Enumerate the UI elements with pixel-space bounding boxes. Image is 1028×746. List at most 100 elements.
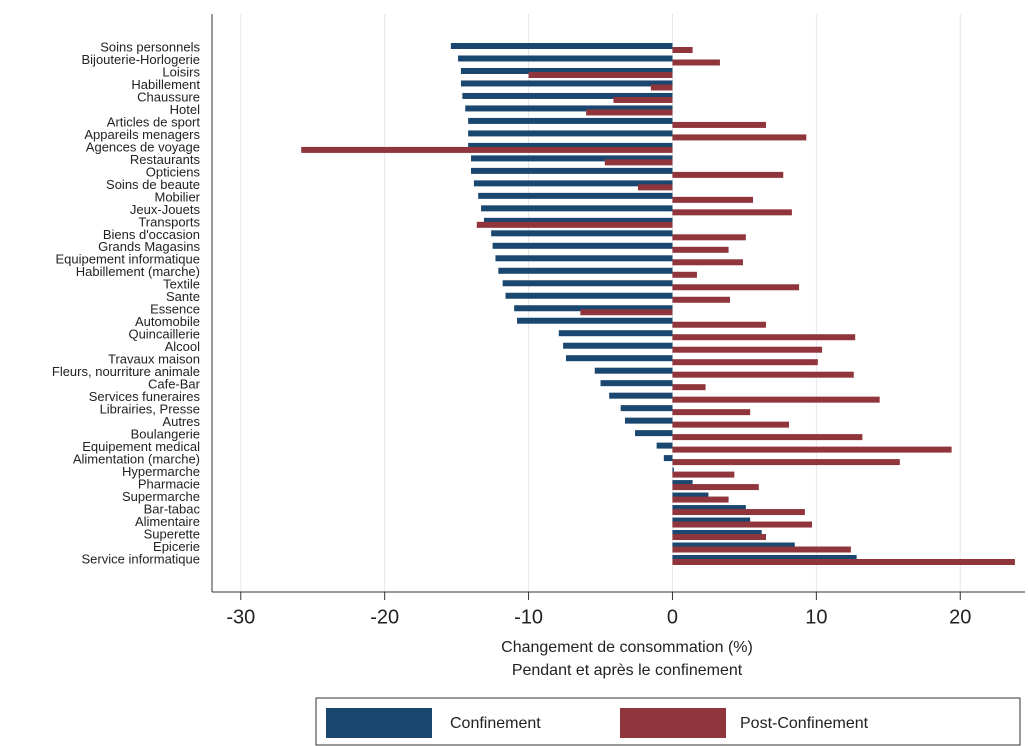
bar: [450, 43, 673, 49]
bar: [672, 492, 709, 499]
bar: [609, 392, 673, 399]
bar: [580, 309, 673, 316]
y-tick-label: Soins personnels: [100, 39, 200, 54]
y-tick-label: Epicerie: [153, 539, 200, 554]
y-tick-label: Cafe-Bar: [148, 377, 201, 392]
y-tick-label: Appareils menagers: [84, 127, 200, 142]
y-tick-label: Librairies, Presse: [100, 402, 200, 417]
bar: [481, 205, 673, 212]
y-tick-label: Textile: [163, 277, 200, 292]
bar: [672, 530, 762, 537]
y-tick-label: Alcool: [165, 339, 201, 354]
bar: [672, 121, 766, 128]
y-tick-label: Service informatique: [82, 551, 201, 566]
bar: [465, 105, 673, 112]
x-tick-label: 20: [949, 606, 971, 628]
bar: [594, 367, 673, 374]
y-tick-label: Supermarche: [122, 489, 200, 504]
y-tick-label: Pharmacie: [138, 477, 200, 492]
legend-swatch: [620, 708, 726, 738]
bar: [672, 396, 880, 403]
y-tick-label: Quincaillerie: [128, 327, 200, 342]
bar: [495, 255, 673, 262]
bar: [672, 246, 729, 253]
y-tick-label: Soins de beaute: [106, 177, 200, 192]
bar: [672, 384, 706, 391]
bar: [517, 317, 673, 324]
bar: [483, 217, 673, 224]
y-tick-label: Alimentaire: [135, 514, 200, 529]
bar: [528, 71, 673, 78]
y-tick-label: Restaurants: [130, 152, 201, 167]
bar: [672, 321, 766, 328]
bar: [672, 259, 743, 266]
x-tick-label: 10: [805, 606, 827, 628]
y-tick-label: Fleurs, nourriture animale: [52, 364, 200, 379]
x-tick-label: -20: [370, 606, 399, 628]
y-tick-label: Bar-tabac: [144, 501, 201, 516]
bar: [672, 517, 751, 524]
bar: [672, 459, 900, 466]
bar: [468, 142, 673, 149]
bar: [462, 92, 673, 99]
y-tick-label: Grands Magasins: [98, 239, 200, 254]
y-tick-label: Habillement (marche): [76, 264, 200, 279]
bar: [672, 371, 854, 378]
bar: [672, 334, 856, 341]
bar: [672, 171, 784, 178]
bar: [491, 230, 673, 237]
bar: [468, 130, 673, 137]
bar: [672, 284, 800, 291]
bar: [471, 155, 673, 162]
bar: [672, 484, 759, 491]
bar: [672, 555, 857, 561]
y-tick-label: Biens d'occasion: [103, 227, 200, 242]
bar: [672, 234, 746, 241]
bar: [502, 280, 673, 287]
bar: [460, 80, 673, 87]
bar: [672, 446, 952, 453]
bar: [672, 434, 863, 441]
bar: [672, 409, 751, 416]
bar: [656, 442, 673, 449]
x-tick-label: -30: [226, 606, 255, 628]
x-tick-label: -10: [514, 606, 543, 628]
legend-box: [315, 697, 1021, 746]
x-axis-subtitle: Pendant et après le confinement: [512, 662, 743, 679]
y-tick-label: Alimentation (marche): [73, 452, 200, 467]
bar: [663, 455, 673, 462]
y-tick-label: Travaux maison: [108, 352, 200, 367]
bar: [672, 359, 818, 366]
bar: [620, 405, 673, 412]
bar: [672, 546, 851, 553]
bar: [672, 296, 731, 303]
y-tick-label: Opticiens: [146, 164, 201, 179]
bar: [301, 146, 673, 153]
bar: [672, 467, 674, 474]
bar: [600, 380, 673, 387]
y-tick-label: Superette: [144, 526, 200, 541]
bar: [672, 480, 693, 487]
bar: [650, 84, 673, 91]
y-tick-label: Boulangerie: [131, 427, 200, 442]
bar: [672, 421, 790, 428]
y-tick-label: Chaussure: [137, 89, 200, 104]
bar: [558, 330, 673, 337]
bar: [458, 55, 673, 62]
bar: [672, 196, 754, 203]
legend-swatch: [326, 708, 432, 738]
y-tick-label: Mobilier: [154, 189, 200, 204]
bar: [468, 117, 673, 124]
bar: [672, 559, 1015, 565]
bar: [672, 471, 735, 478]
bar: [672, 534, 766, 541]
bar: [471, 167, 673, 174]
bar: [505, 292, 673, 299]
y-tick-label: Hotel: [170, 102, 200, 117]
y-tick-label: Habillement: [131, 77, 200, 92]
x-tick-label: 0: [667, 606, 678, 628]
legend-label: Post-Confinement: [740, 715, 869, 732]
bar: [565, 355, 673, 362]
